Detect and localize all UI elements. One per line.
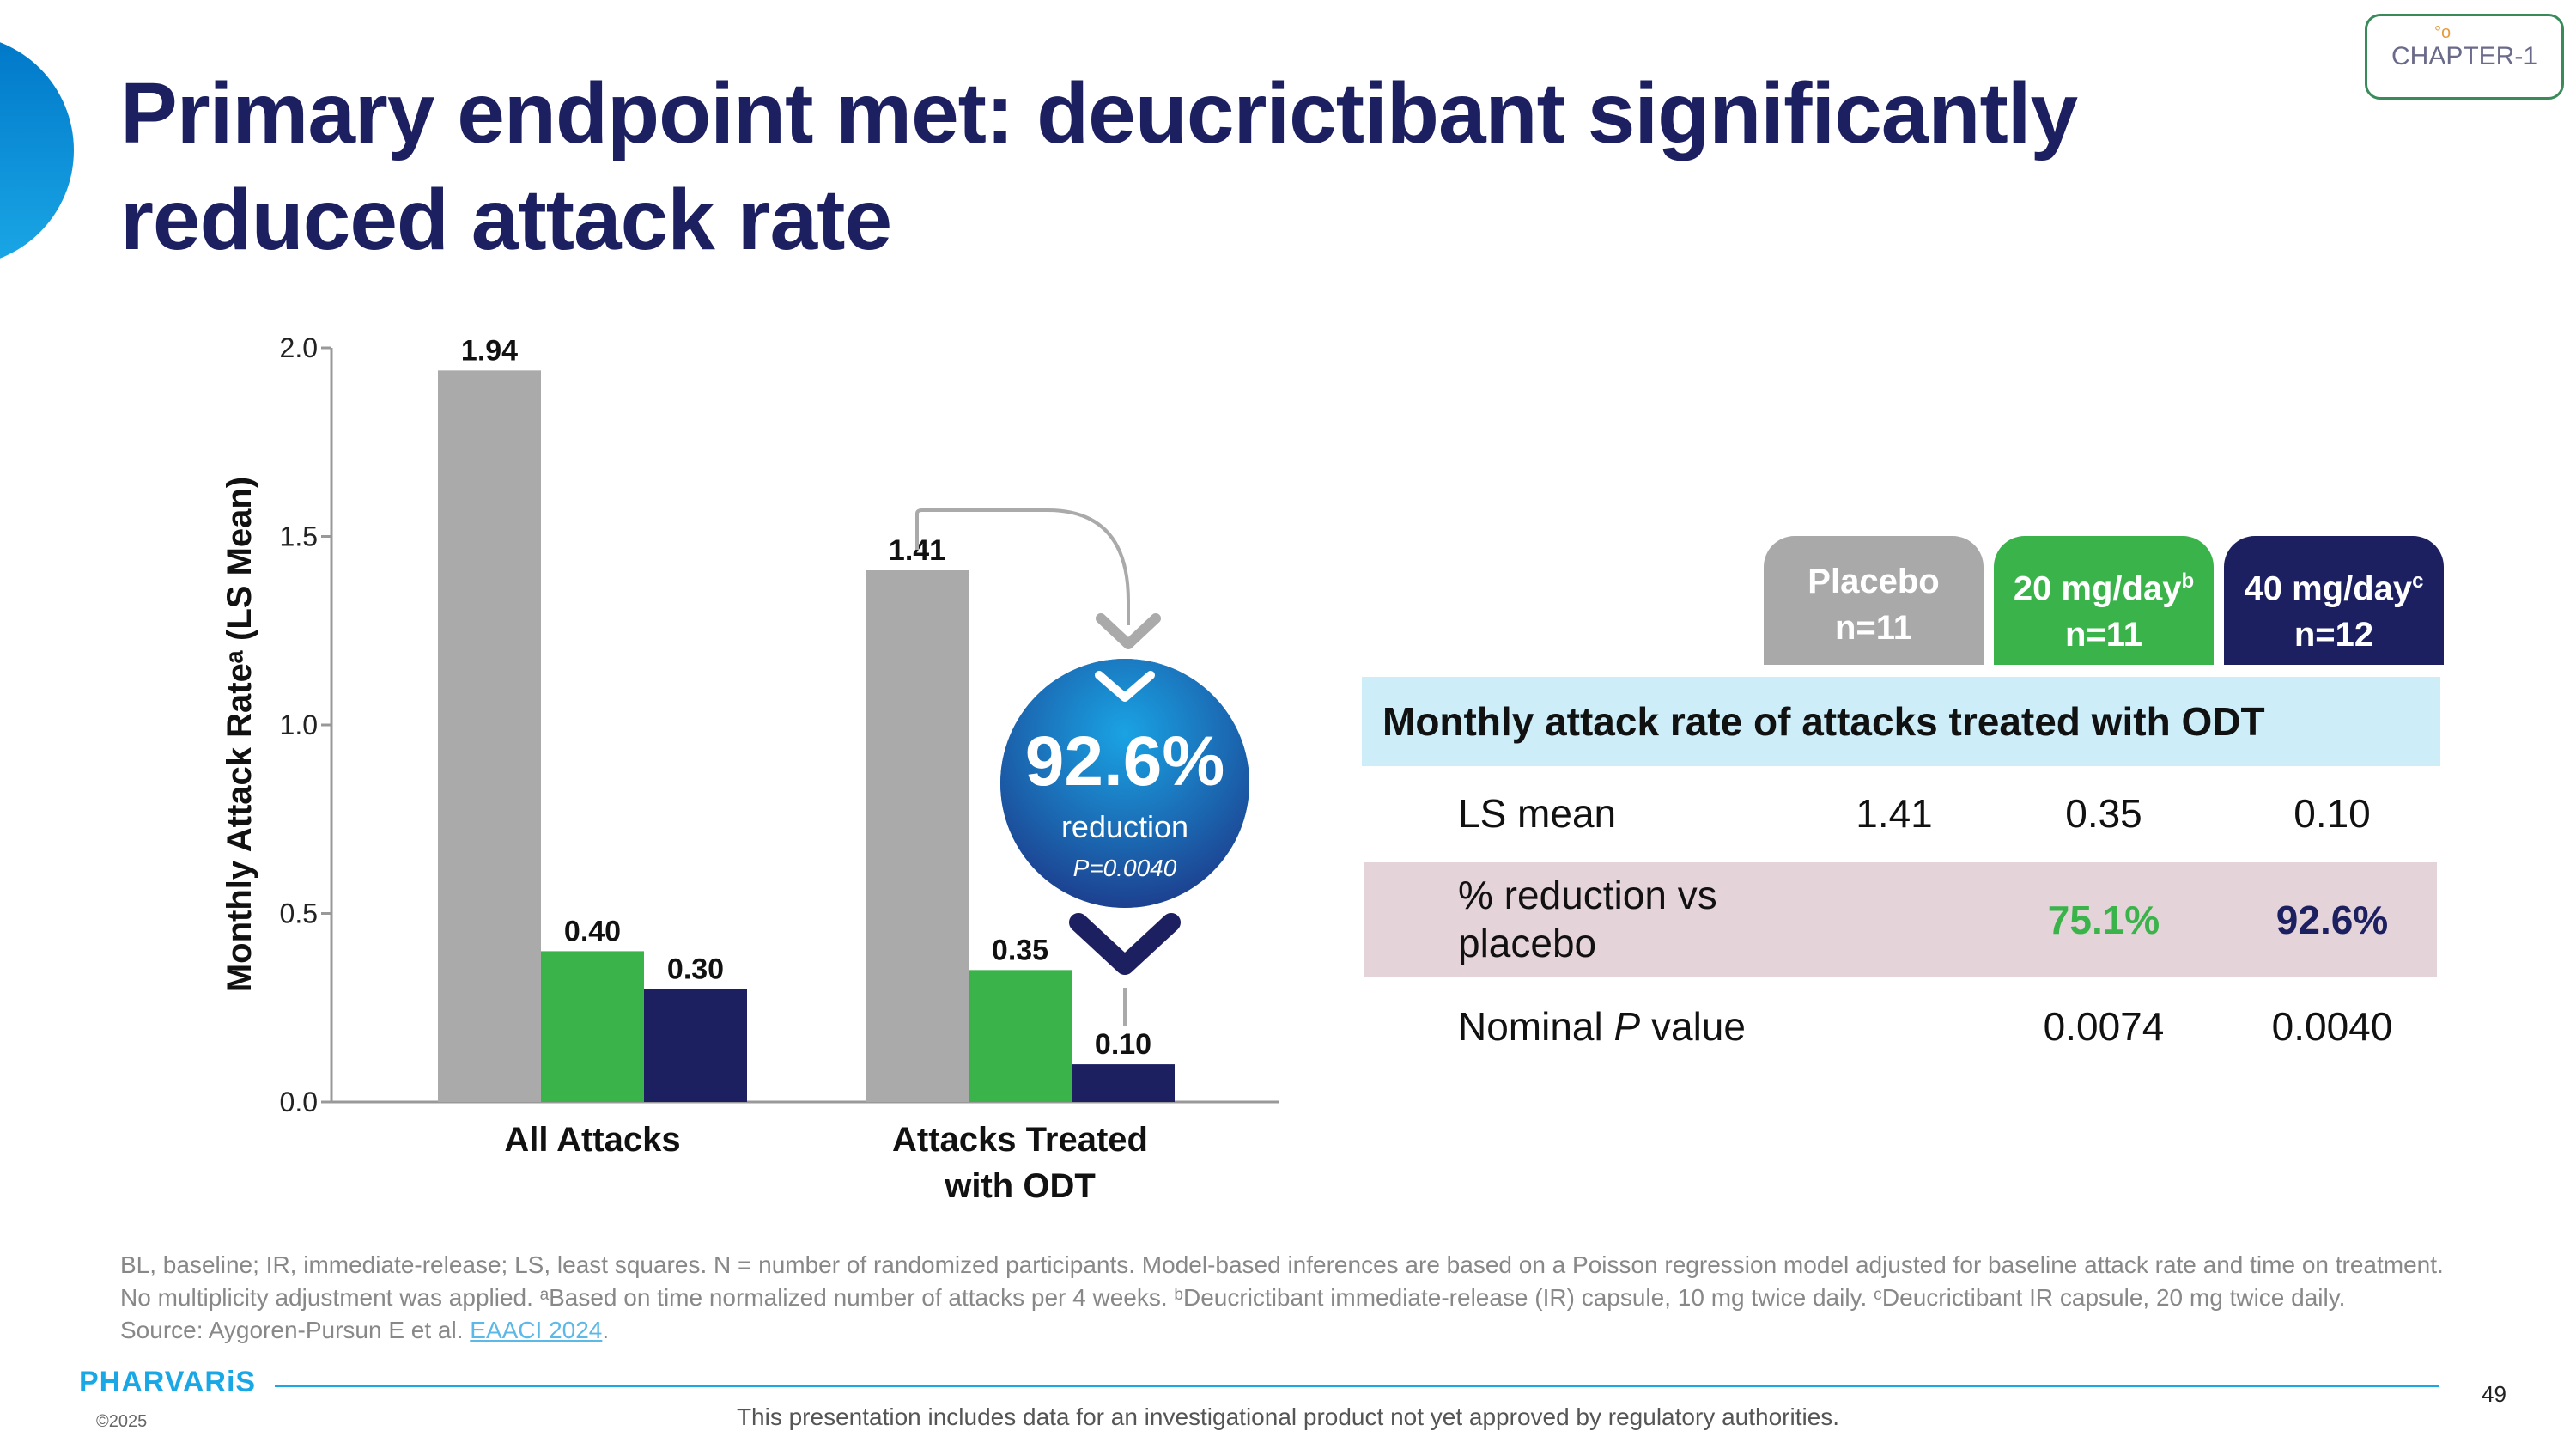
bar-dose20-1 (969, 970, 1072, 1102)
column-header-name: Placebo (1807, 563, 1940, 600)
column-header-20mg: 20 mg/dayb n=11 (1994, 536, 2214, 665)
y-tick-label: 0.5 (280, 898, 318, 929)
page-number: 49 (2482, 1381, 2506, 1407)
badge-p-value: P=0.0040 (1073, 855, 1177, 881)
footer-divider (275, 1385, 2439, 1387)
disclaimer: This presentation includes data for an i… (736, 1403, 1840, 1430)
bar-dose40-1 (1072, 1064, 1175, 1102)
badge-shade (1000, 659, 1249, 908)
y-axis-label: Monthly Attack Rateᵃ (LS Mean) (221, 477, 258, 992)
data-label: 0.30 (667, 953, 724, 985)
logo-bubbles-icon: °o (2434, 23, 2451, 42)
data-label: 0.35 (992, 934, 1048, 966)
chart-bars (438, 370, 1175, 1103)
slide-title: Primary endpoint met: deucrictibant sign… (120, 65, 2078, 268)
column-header-name: 40 mg/dayc (2244, 569, 2424, 608)
row-label: Nominal P value (1458, 1004, 1746, 1049)
data-label: 0.10 (1095, 1028, 1151, 1061)
data-label: 0.40 (564, 915, 621, 947)
footnote-source: Source: Aygoren-Pursun E et al. EAACI 20… (120, 1317, 610, 1343)
footnote-line: BL, baseline; IR, immediate-release; LS,… (120, 1251, 2444, 1278)
badge-text: reduction (1061, 809, 1188, 844)
bar-chart: 0.00.51.01.52.0 1.941.410.400.350.300.10… (221, 332, 1279, 1205)
row-label: % reduction vs placebo (1458, 873, 1717, 965)
column-header-n: n=11 (2064, 616, 2143, 654)
y-tick-label: 1.0 (280, 709, 318, 740)
badge-value: 92.6% (1025, 722, 1225, 801)
logo-text: CHAPTER-1 (2391, 42, 2538, 70)
category-label: with ODT (944, 1167, 1096, 1205)
cell-40mg: 0.10 (2293, 791, 2371, 836)
row-label: LS mean (1458, 791, 1617, 836)
column-header-name: 20 mg/dayb (2013, 569, 2195, 608)
column-header-n: n=12 (2293, 616, 2374, 654)
column-header-40mg: 40 mg/dayc n=12 (2224, 536, 2444, 665)
cell-40mg: 92.6% (2275, 898, 2389, 942)
brand-logo: PHARVARiS (79, 1366, 257, 1398)
cell-20mg: 75.1% (2047, 898, 2160, 942)
data-label: 1.94 (461, 334, 518, 367)
footnote-line: No multiplicity adjustment was applied. … (120, 1284, 2346, 1311)
chevron-top-icon (1095, 671, 1155, 702)
category-label: All Attacks (504, 1121, 680, 1159)
table-row-p-value: Nominal P value 0.0074 0.0040 (1364, 996, 2437, 1056)
column-header-placebo: Placebo n=11 (1764, 536, 1984, 665)
table-section-title: Monthly attack rate of attacks treated w… (1362, 677, 2440, 766)
y-tick-label: 0.0 (280, 1087, 318, 1117)
source-link[interactable]: EAACI 2024 (470, 1317, 603, 1343)
cell-40mg: 0.0040 (2271, 1004, 2393, 1049)
curved-arrow (915, 508, 1130, 625)
arrow-head-icon (1096, 613, 1161, 649)
bar-dose40-0 (644, 989, 747, 1102)
bar-placebo-0 (438, 370, 541, 1103)
column-header-n: n=11 (1834, 609, 1913, 647)
y-tick-label: 2.0 (280, 332, 318, 363)
cell-20mg: 0.35 (2065, 791, 2142, 836)
table-row-ls-mean: LS mean 1.41 0.35 0.10 (1364, 783, 2437, 843)
cell-20mg: 0.0074 (2043, 1004, 2165, 1049)
y-tick-label: 1.5 (280, 521, 318, 552)
chapter-logo: °o CHAPTER-1 (2365, 14, 2564, 100)
chevron-bottom-icon (1069, 913, 1181, 975)
bar-placebo-1 (866, 570, 969, 1102)
footnote: BL, baseline; IR, immediate-release; LS,… (120, 1249, 2456, 1347)
copyright: ©2025 (96, 1412, 148, 1431)
category-label: Attacks Treated (892, 1121, 1148, 1159)
bar-dose20-0 (541, 951, 644, 1102)
table-row-reduction: % reduction vs placebo 75.1% 92.6% (1364, 862, 2437, 977)
cell-placebo: 1.41 (1856, 791, 1933, 836)
